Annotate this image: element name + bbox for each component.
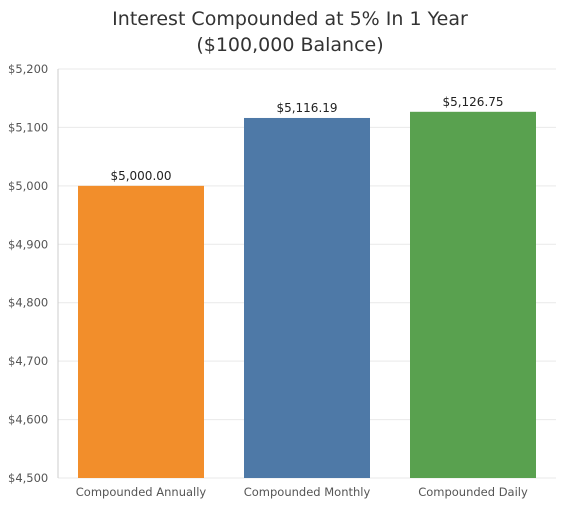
y-tick-label: $4,900 xyxy=(8,237,48,251)
x-axis-ticks: Compounded Annually Compounded Monthly Com… xyxy=(76,485,528,499)
x-tick-label: Compounded Annually xyxy=(76,485,207,499)
x-tick-label: Compounded Monthly xyxy=(244,485,371,499)
chart-title: Interest Compounded at 5% In 1 Year xyxy=(112,8,468,30)
y-tick-label: $4,800 xyxy=(8,296,48,310)
data-labels: $5,000.00 $5,116.19 $5,126.75 xyxy=(110,95,503,183)
x-tick-label: Compounded Daily xyxy=(418,485,528,499)
y-tick-label: $5,000 xyxy=(8,179,48,193)
y-tick-label: $4,500 xyxy=(8,471,48,485)
bar xyxy=(410,111,536,479)
data-label: $5,116.19 xyxy=(276,101,337,115)
bars xyxy=(78,111,536,479)
y-tick-label: $4,600 xyxy=(8,413,48,427)
bar xyxy=(244,117,370,478)
chart-subtitle: ($100,000 Balance) xyxy=(196,34,383,56)
y-tick-label: $5,200 xyxy=(8,62,48,76)
y-tick-label: $4,700 xyxy=(8,354,48,368)
y-axis-ticks: $4,500 $4,600 $4,700 $4,800 $4,900 $5,000 $5,1… xyxy=(8,62,48,485)
data-label: $5,000.00 xyxy=(110,169,171,183)
y-tick-label: $5,100 xyxy=(8,120,48,134)
bar xyxy=(78,185,204,478)
data-label: $5,126.75 xyxy=(442,95,503,109)
